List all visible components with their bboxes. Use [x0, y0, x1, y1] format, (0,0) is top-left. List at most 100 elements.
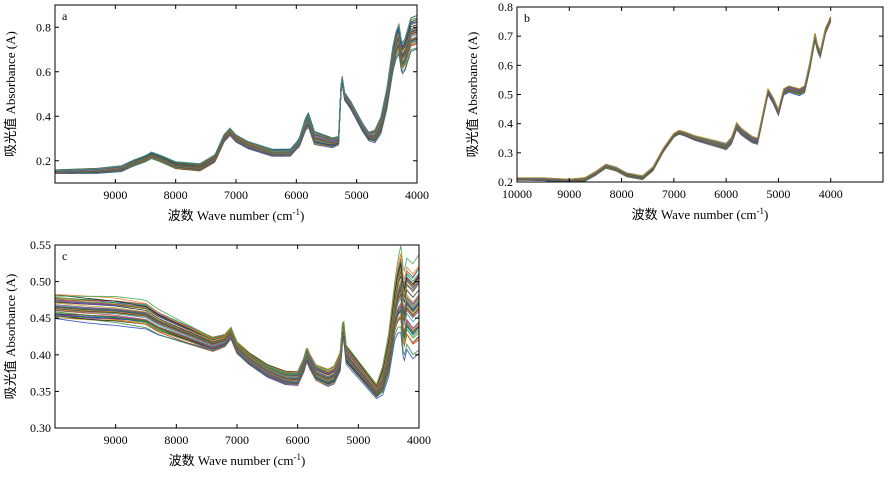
series-line — [55, 15, 417, 171]
series-line — [55, 315, 419, 398]
series-line — [55, 29, 417, 172]
series-line — [517, 18, 832, 181]
y-tick-label: 0.2 — [36, 154, 51, 168]
series-line — [55, 42, 417, 174]
series-line — [517, 19, 832, 182]
y-tick-label: 0.55 — [30, 238, 51, 252]
x-tick-label: 8000 — [610, 187, 634, 201]
axes-frame — [54, 244, 420, 429]
series-line — [55, 21, 417, 172]
series-line — [55, 26, 417, 172]
series-line — [55, 29, 417, 173]
x-tick-label: 5000 — [766, 187, 790, 201]
series-line — [55, 47, 417, 174]
x-tick-label: 9000 — [104, 433, 128, 447]
series-line — [55, 28, 417, 172]
series-line — [517, 17, 832, 181]
x-tick-label: 6000 — [286, 433, 310, 447]
series-line — [55, 18, 417, 172]
series-line — [517, 19, 832, 182]
series-line — [55, 20, 417, 172]
y-tick-label: 0.8 — [498, 0, 513, 14]
series-line — [55, 38, 417, 173]
series-line — [55, 30, 417, 173]
series-line — [517, 17, 832, 181]
series-line — [517, 19, 832, 182]
series-line — [55, 37, 417, 174]
series-line — [517, 17, 832, 180]
x-tick-label: 4000 — [819, 187, 843, 201]
x-tick-label: 4000 — [407, 433, 431, 447]
chart-panel-a: 9000 8000 7000 6000 5000 4000 0.2 0.4 0.6 0.8 a 波数 … — [3, 4, 429, 223]
y-tick-label: 0.6 — [498, 58, 513, 72]
series-line — [55, 38, 417, 174]
x-axis-label-sup: -1 — [293, 207, 301, 217]
x-axis-label-main: 波数 Wave number (cm — [169, 453, 294, 468]
x-axis-label-end: ) — [300, 208, 304, 223]
y-tick-label: 0.35 — [30, 384, 51, 398]
series-line — [55, 29, 417, 173]
series-line — [517, 17, 832, 181]
x-tick-label: 8000 — [164, 433, 188, 447]
x-axis-label: 波数 Wave number (cm-1) — [632, 206, 769, 222]
x-tick-label: 7000 — [662, 187, 686, 201]
series-line — [517, 16, 832, 180]
x-tick-label: 8000 — [164, 188, 188, 202]
series-line — [55, 32, 417, 173]
series-line — [55, 42, 417, 174]
series-line — [55, 39, 417, 174]
x-tick-label: 10000 — [502, 187, 532, 201]
x-axis-label-end: ) — [301, 453, 305, 468]
chart-panel-b: 10000 9000 8000 7000 6000 5000 4000 0.2 0.3 0.4 0.… — [465, 0, 884, 222]
series-line — [517, 18, 832, 182]
series-line — [55, 40, 417, 174]
panel-letter: c — [62, 249, 67, 263]
series-line — [517, 20, 832, 182]
series-line — [517, 17, 832, 181]
series-line — [55, 26, 417, 172]
series-line — [517, 19, 832, 182]
series-line — [55, 22, 417, 171]
axes-frame — [54, 4, 418, 184]
series-line — [55, 260, 419, 388]
x-axis-label-sup: -1 — [757, 206, 765, 216]
series-line — [517, 17, 832, 181]
series-line — [55, 31, 417, 173]
axes-frame — [516, 6, 884, 183]
y-tick-label: 0.2 — [498, 175, 513, 189]
series-line — [55, 36, 417, 173]
x-tick-label: 6000 — [284, 188, 308, 202]
series-line — [55, 48, 417, 175]
series-group — [517, 16, 832, 182]
series-line — [55, 24, 417, 172]
y-tick-label: 0.40 — [30, 348, 51, 362]
series-line — [517, 19, 832, 182]
series-line — [55, 313, 419, 397]
x-axis-label-main: 波数 Wave number (cm — [632, 207, 757, 222]
series-line — [55, 20, 417, 171]
series-line — [55, 43, 417, 174]
series-line — [517, 19, 832, 182]
series-line — [517, 18, 832, 182]
y-tick-label: 0.4 — [498, 117, 513, 131]
series-line — [517, 18, 832, 181]
y-tick-label: 0.5 — [498, 88, 513, 102]
series-line — [517, 16, 832, 180]
series-line — [517, 16, 832, 180]
y-axis-label: 吸光值 Absorbance (A) — [3, 31, 18, 157]
y-tick-label: 0.30 — [30, 421, 51, 435]
x-axis-label-main: 波数 Wave number (cm — [168, 208, 293, 223]
y-tick-label: 0.8 — [36, 20, 51, 34]
panel-letter: a — [62, 9, 68, 23]
x-tick-label: 9000 — [103, 188, 127, 202]
y-tick-label: 0.50 — [30, 275, 51, 289]
series-line — [55, 29, 417, 173]
series-line — [55, 17, 417, 171]
series-group — [55, 245, 419, 400]
series-line — [55, 18, 417, 172]
y-tick-label: 0.45 — [30, 311, 51, 325]
series-group — [55, 15, 417, 175]
x-axis-label: 波数 Wave number (cm-1) — [169, 452, 306, 468]
series-line — [517, 21, 832, 182]
